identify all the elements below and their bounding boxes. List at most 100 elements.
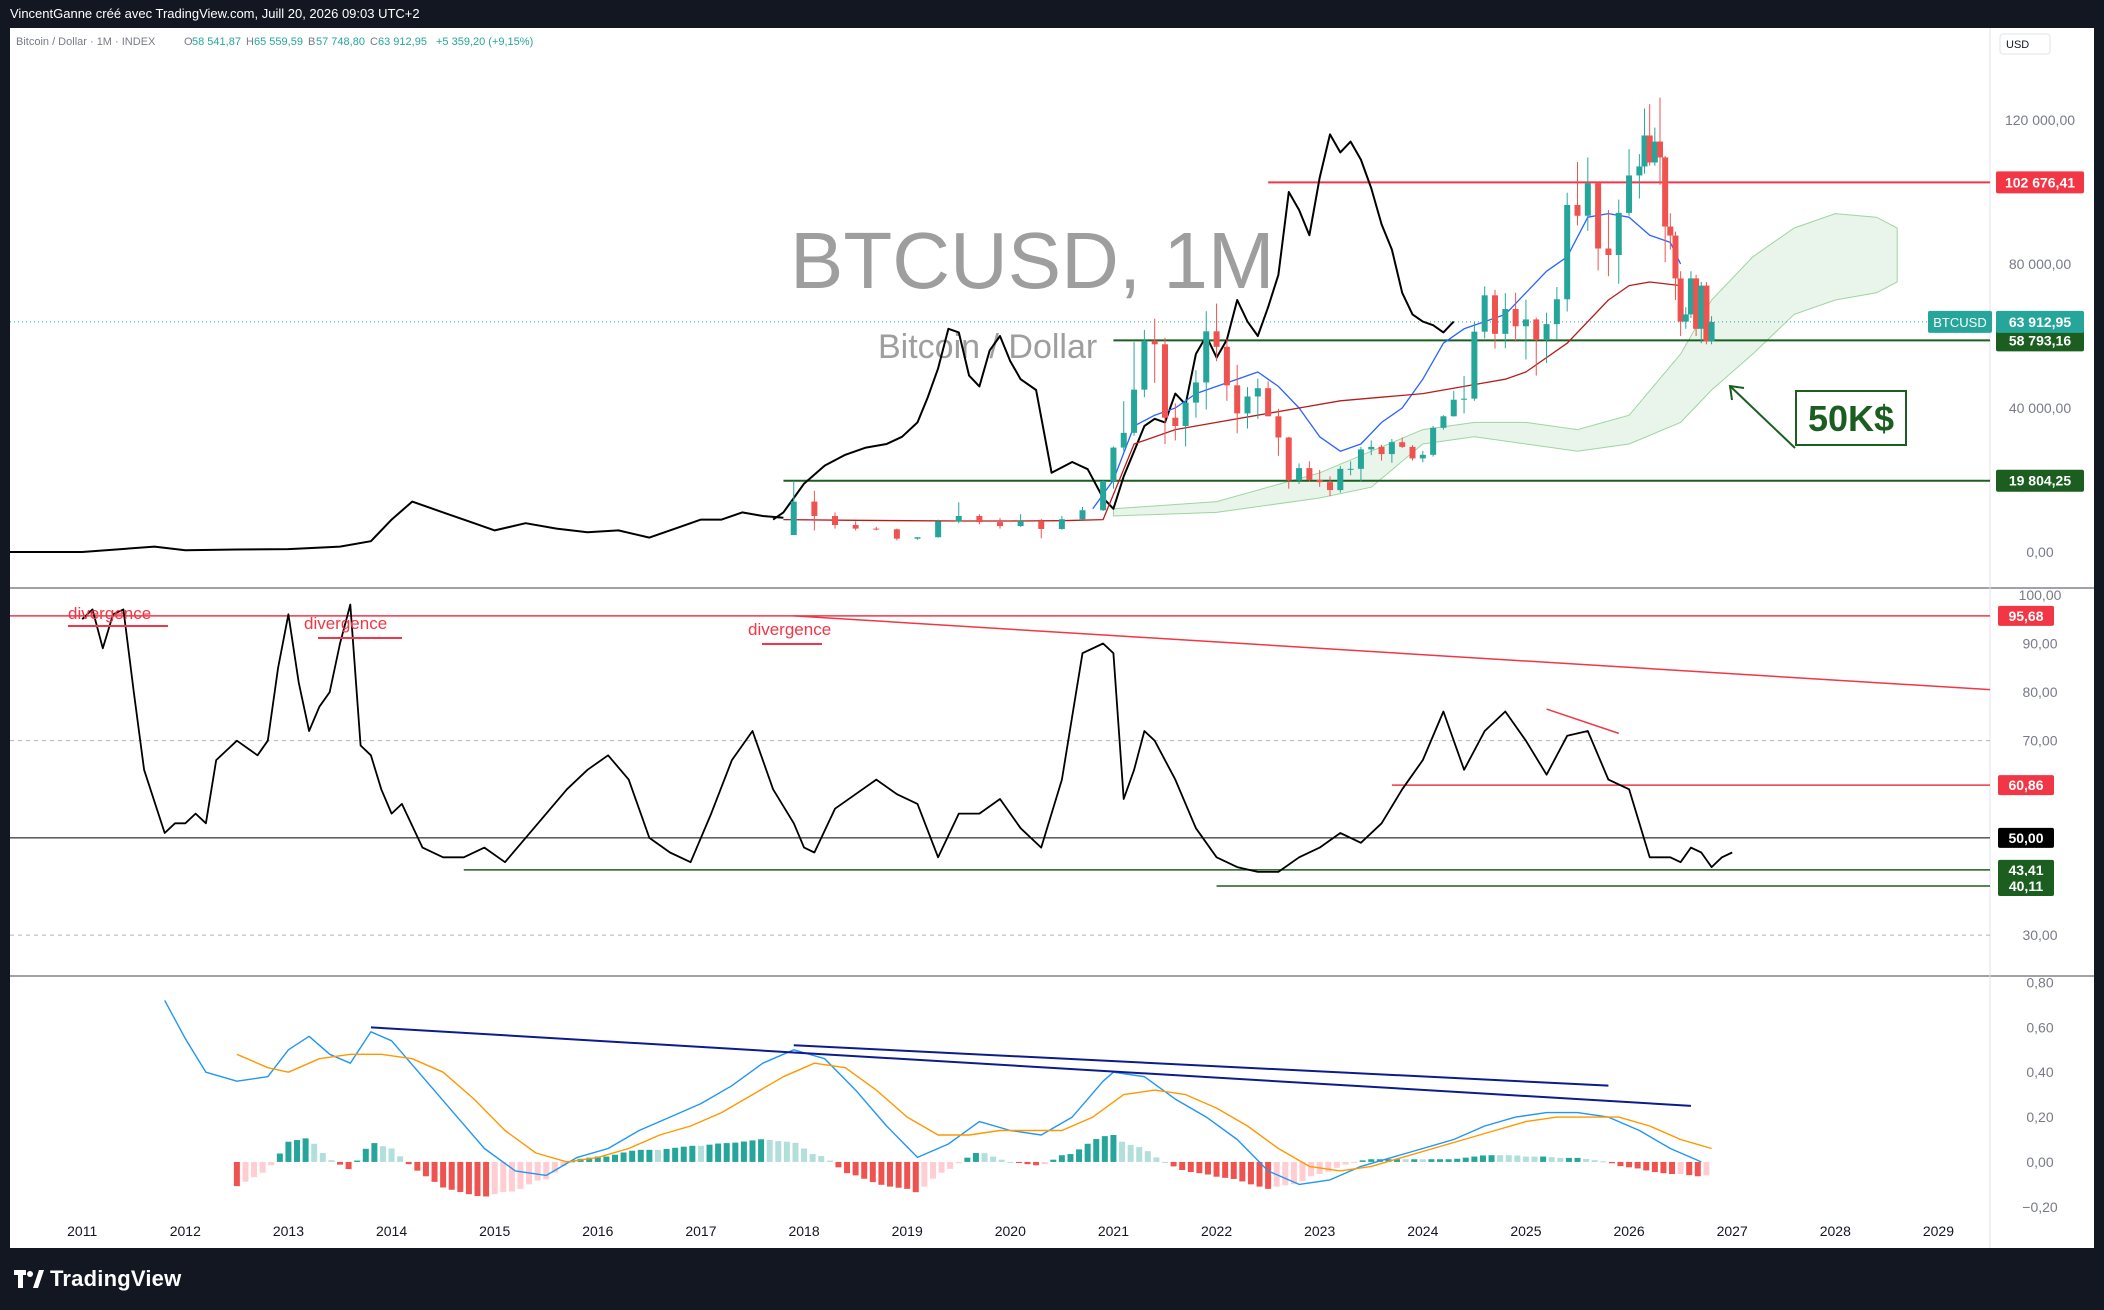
macd-histogram-bar-159	[1591, 1160, 1598, 1162]
macd-histogram-bar-155	[1557, 1157, 1564, 1162]
macd-histogram-bar-154	[1548, 1157, 1555, 1162]
candle-body-51	[1461, 398, 1468, 400]
macd-histogram-bar-51	[663, 1148, 670, 1162]
macd-histogram-bar-23	[422, 1161, 429, 1177]
macd-histogram-bar-105	[1127, 1144, 1134, 1162]
macd-panel[interactable]	[164, 1000, 1712, 1197]
macd-histogram-bar-158	[1583, 1159, 1590, 1162]
macd-histogram-bar-57	[715, 1143, 722, 1162]
macd-histogram-bar-12	[328, 1160, 335, 1162]
macd-histogram-bar-37	[543, 1161, 550, 1180]
macd-histogram-bar-48	[637, 1149, 644, 1162]
macd-tick-label-3: 0,40	[2026, 1064, 2053, 1080]
macd-histogram-bar-43	[594, 1156, 601, 1162]
macd-histogram-bar-111	[1179, 1161, 1186, 1170]
macd-histogram-bar-169	[1677, 1161, 1684, 1175]
price-panel[interactable]	[10, 97, 1990, 553]
header-caption: VincentGanne créé avec TradingView.com, …	[10, 6, 420, 21]
x-tick-label-8: 2018	[788, 1223, 819, 1239]
rsi-level-label-4: 43,41	[2008, 862, 2043, 878]
candle-body-2	[811, 501, 818, 516]
candle-body-18	[1120, 432, 1127, 448]
tradingview-logo[interactable]: TradingView	[14, 1266, 181, 1292]
macd-histogram-bar-30	[483, 1161, 490, 1197]
macd-histogram-bar-64	[775, 1141, 782, 1162]
candle-body-38	[1327, 482, 1333, 491]
price-tick-label-2: 80 000,00	[2009, 256, 2071, 272]
candle-body-10	[976, 516, 983, 523]
x-tick-label-10: 2020	[995, 1223, 1026, 1239]
macd-histogram-bar-7	[285, 1141, 292, 1162]
candle-body-11	[997, 522, 1003, 527]
macd-histogram-bar-73	[852, 1161, 859, 1176]
macd-histogram-bar-157	[1574, 1157, 1581, 1162]
macd-histogram-bar-9	[302, 1138, 309, 1162]
macd-histogram-bar-118	[1239, 1161, 1246, 1182]
ohlc-open: 58 541,87	[192, 36, 241, 48]
macd-histogram-bar-76	[878, 1161, 885, 1185]
macd-histogram-bar-116	[1222, 1161, 1229, 1178]
macd-histogram-bar-119	[1247, 1161, 1254, 1185]
candle-body-41	[1357, 449, 1364, 469]
macd-histogram-bar-21	[405, 1161, 412, 1165]
macd-histogram-bar-55	[697, 1145, 704, 1162]
macd-tick-label-4: 0,20	[2026, 1109, 2053, 1125]
macd-histogram-bar-53	[680, 1146, 687, 1162]
candle-body-71	[1651, 141, 1658, 163]
rsi-tick-label-5: 30,00	[2022, 927, 2057, 943]
macd-histogram-bar-36	[534, 1161, 541, 1181]
price-series-kijun	[1092, 212, 1682, 510]
target-arrow-line	[1729, 385, 1796, 449]
macd-histogram-bar-63	[766, 1139, 773, 1162]
candle-body-40	[1347, 468, 1354, 470]
macd-histogram-bar-29	[474, 1161, 481, 1197]
macd-histogram-bar-91	[1007, 1161, 1014, 1163]
candle-body-54	[1492, 295, 1498, 334]
macd-histogram-bar-6	[276, 1153, 283, 1162]
macd-histogram-bar-114	[1204, 1161, 1211, 1175]
macd-histogram-bar-153	[1540, 1156, 1547, 1162]
macd-tick-label-6: −0,20	[2022, 1199, 2058, 1215]
macd-histogram-bar-16	[362, 1148, 369, 1162]
candle-body-55	[1502, 309, 1509, 334]
candle-body-14	[1058, 519, 1065, 529]
macd-tick-label-5: 0,00	[2026, 1154, 2053, 1170]
macd-histogram-bar-133	[1368, 1159, 1375, 1162]
x-tick-label-3: 2013	[273, 1223, 304, 1239]
macd-histogram-bar-125	[1299, 1161, 1306, 1182]
candle-body-59	[1543, 324, 1550, 340]
rsi-trendline	[793, 615, 1991, 691]
chart-area[interactable]: BTCUSD, 1M Bitcoin / Dollar Bitcoin / Do…	[10, 28, 2094, 1248]
x-tick-label-12: 2022	[1201, 1223, 1232, 1239]
macd-histogram-bar-95	[1041, 1161, 1048, 1165]
macd-histogram-bar-33	[508, 1161, 515, 1192]
macd-histogram-bar-19	[388, 1148, 395, 1162]
candle-body-63	[1584, 183, 1591, 216]
macd-histogram-bar-60	[740, 1141, 747, 1162]
macd-trendline-1	[370, 1026, 1691, 1107]
symbol-bar: Bitcoin / Dollar · 1M · INDEX O 58 541,8…	[16, 36, 533, 48]
currency-selector[interactable]: USD	[1999, 33, 2051, 55]
macd-histogram-bar-97	[1058, 1155, 1065, 1162]
price-level-label-1-bg	[1996, 171, 2084, 194]
rsi-panel[interactable]	[10, 603, 1991, 936]
x-tick-label-16: 2026	[1613, 1223, 1644, 1239]
macd-histogram-bar-58	[723, 1143, 730, 1162]
macd-histogram-bar-131	[1351, 1161, 1358, 1163]
price-series-overlay-black	[772, 133, 1455, 521]
macd-histogram-bar-44	[603, 1156, 610, 1162]
macd-histogram-bar-61	[749, 1140, 756, 1162]
macd-histogram-bar-67	[801, 1148, 808, 1162]
macd-histogram-bar-65	[783, 1141, 790, 1162]
candle-body-77	[1682, 314, 1689, 322]
candle-body-37	[1316, 480, 1323, 483]
macd-histogram-bar-25	[440, 1161, 447, 1188]
rsi-level-label-3: 50,00	[2008, 830, 2043, 846]
candle-body-9	[955, 516, 962, 522]
chart-svg[interactable]: BTCUSD, 1M Bitcoin / Dollar Bitcoin / Do…	[10, 28, 2094, 1248]
macd-histogram-bar-138	[1411, 1159, 1418, 1162]
macd-tick-label-2: 0,60	[2026, 1019, 2053, 1035]
macd-histogram-bar-152	[1531, 1156, 1538, 1162]
ichimoku-cloud	[1112, 213, 1898, 517]
candle-body-45	[1399, 442, 1406, 447]
